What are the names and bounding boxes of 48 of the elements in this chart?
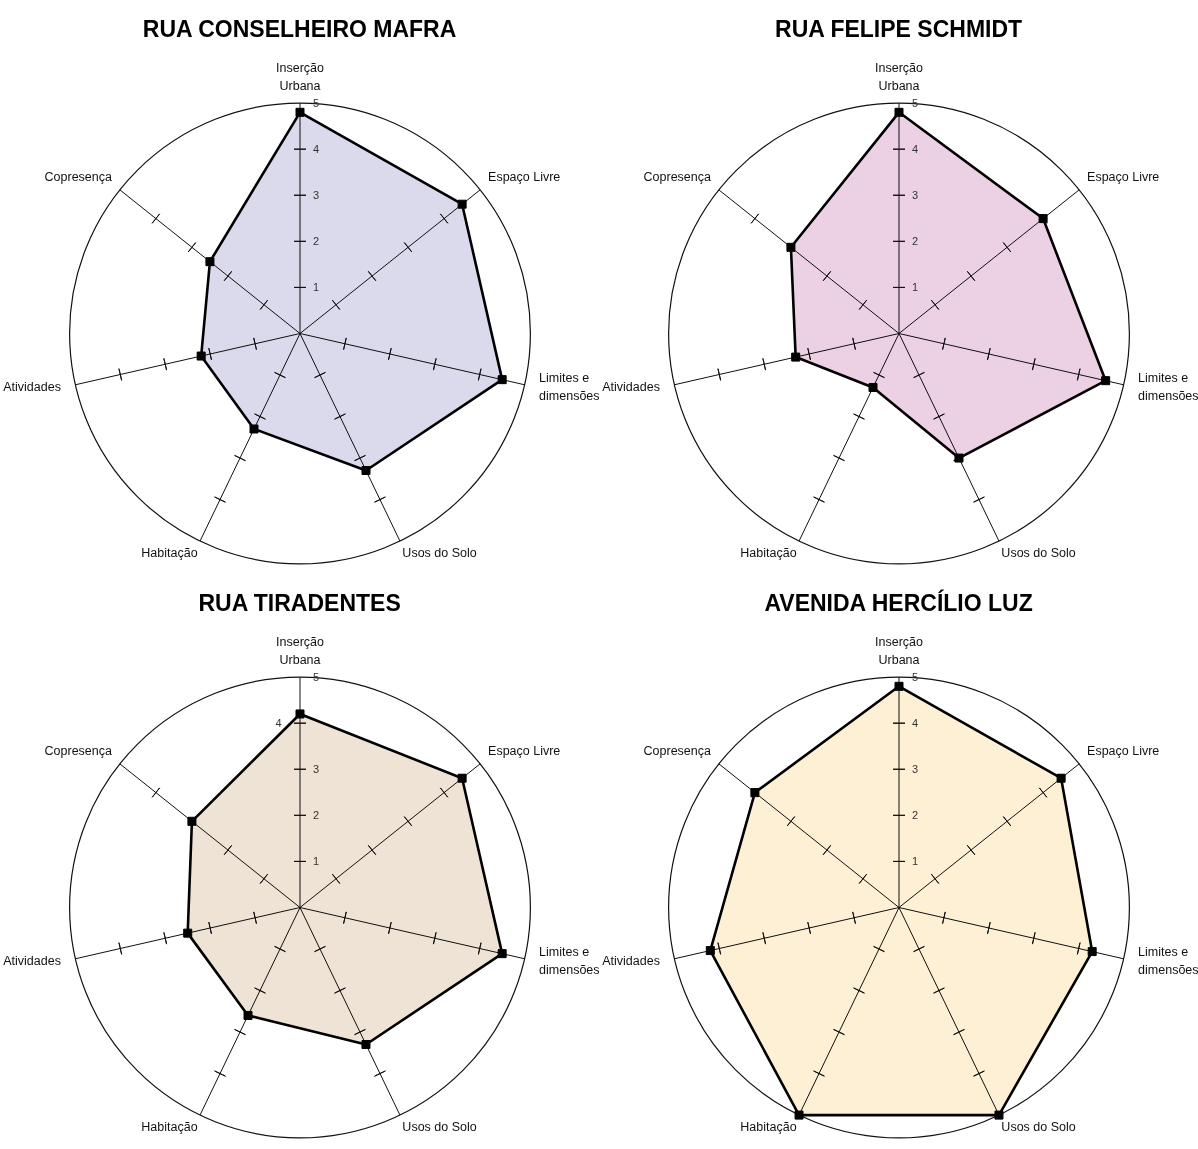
chart-title: RUA CONSELHEIRO MAFRA (142, 15, 457, 42)
spoke-label: Espaço Livre (488, 169, 561, 184)
y-tick-label: 1 (911, 281, 919, 294)
y-tick-label: 2 (312, 809, 320, 822)
y-tick-label: 3 (312, 189, 320, 202)
spoke-label: Copresença (643, 169, 711, 184)
spoke-label: Espaço Livre (488, 743, 561, 758)
spoke-label: Limites e dimensões (1138, 371, 1198, 403)
spoke-label: Habitação (141, 546, 198, 561)
spoke-label: Habitação (740, 1120, 797, 1135)
spoke-label: Habitação (141, 1120, 198, 1135)
spoke-label: Atividades (3, 380, 61, 395)
spoke-label: Inserção Urbana (875, 61, 924, 93)
y-tick-label: 2 (911, 235, 919, 248)
y-tick-label: 4 (275, 717, 282, 730)
y-tick-label: 3 (312, 763, 320, 776)
spoke-label: Limites e dimensões (539, 945, 600, 977)
spoke-label: Atividades (602, 954, 660, 969)
y-tick-label: 4 (911, 717, 919, 730)
spoke-label: Copresença (44, 743, 112, 758)
chart-title: RUA TIRADENTES (198, 589, 401, 616)
y-tick-label: 3 (911, 189, 919, 202)
spoke-label: Copresença (643, 743, 711, 758)
spoke-label: Usos do Solo (402, 1120, 477, 1135)
y-tick-label: 1 (312, 281, 320, 294)
chart-title: AVENIDA HERCÍLIO LUZ (764, 588, 1033, 616)
y-tick-label: 1 (911, 855, 919, 868)
spoke-label: Limites e dimensões (1138, 945, 1198, 977)
spoke-label: Habitação (740, 546, 797, 561)
chart-title: RUA FELIPE SCHMIDT (775, 15, 1023, 42)
spoke-label: Usos do Solo (402, 546, 477, 561)
y-tick-label: 4 (312, 143, 320, 156)
spoke-label: Inserção Urbana (276, 635, 325, 667)
spoke-label: Usos do Solo (1001, 546, 1076, 561)
y-tick-label: 2 (911, 809, 919, 822)
y-tick-label: 4 (911, 143, 919, 156)
spoke-label: Copresença (44, 169, 112, 184)
y-tick-label: 1 (312, 855, 320, 868)
spoke-label: Usos do Solo (1001, 1120, 1076, 1135)
spoke-label: Limites e dimensões (539, 371, 600, 403)
y-tick-label: 3 (911, 763, 919, 776)
spoke-label: Atividades (3, 954, 61, 969)
spoke-label: Inserção Urbana (875, 635, 924, 667)
spoke-label: Inserção Urbana (276, 61, 325, 93)
spoke-label: Atividades (602, 380, 660, 395)
spoke-label: Espaço Livre (1087, 743, 1160, 758)
spoke-label: Espaço Livre (1087, 169, 1160, 184)
y-tick-label: 2 (312, 235, 320, 248)
